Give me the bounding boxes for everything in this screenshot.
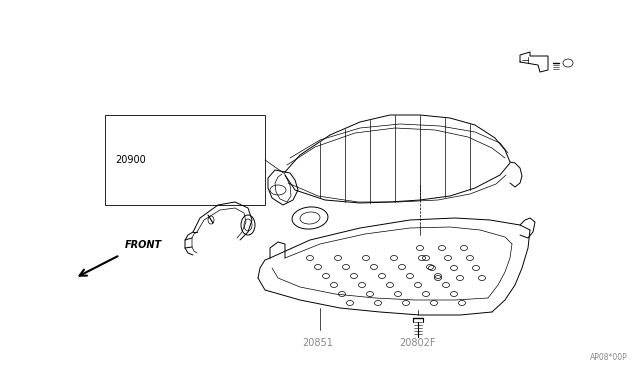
Bar bbox=[105, 115, 265, 205]
Text: AP08*00P: AP08*00P bbox=[590, 353, 628, 362]
Text: 20802F: 20802F bbox=[400, 338, 436, 348]
Text: 20900: 20900 bbox=[115, 155, 146, 165]
Text: 20851: 20851 bbox=[303, 338, 333, 348]
Text: FRONT: FRONT bbox=[125, 240, 162, 250]
